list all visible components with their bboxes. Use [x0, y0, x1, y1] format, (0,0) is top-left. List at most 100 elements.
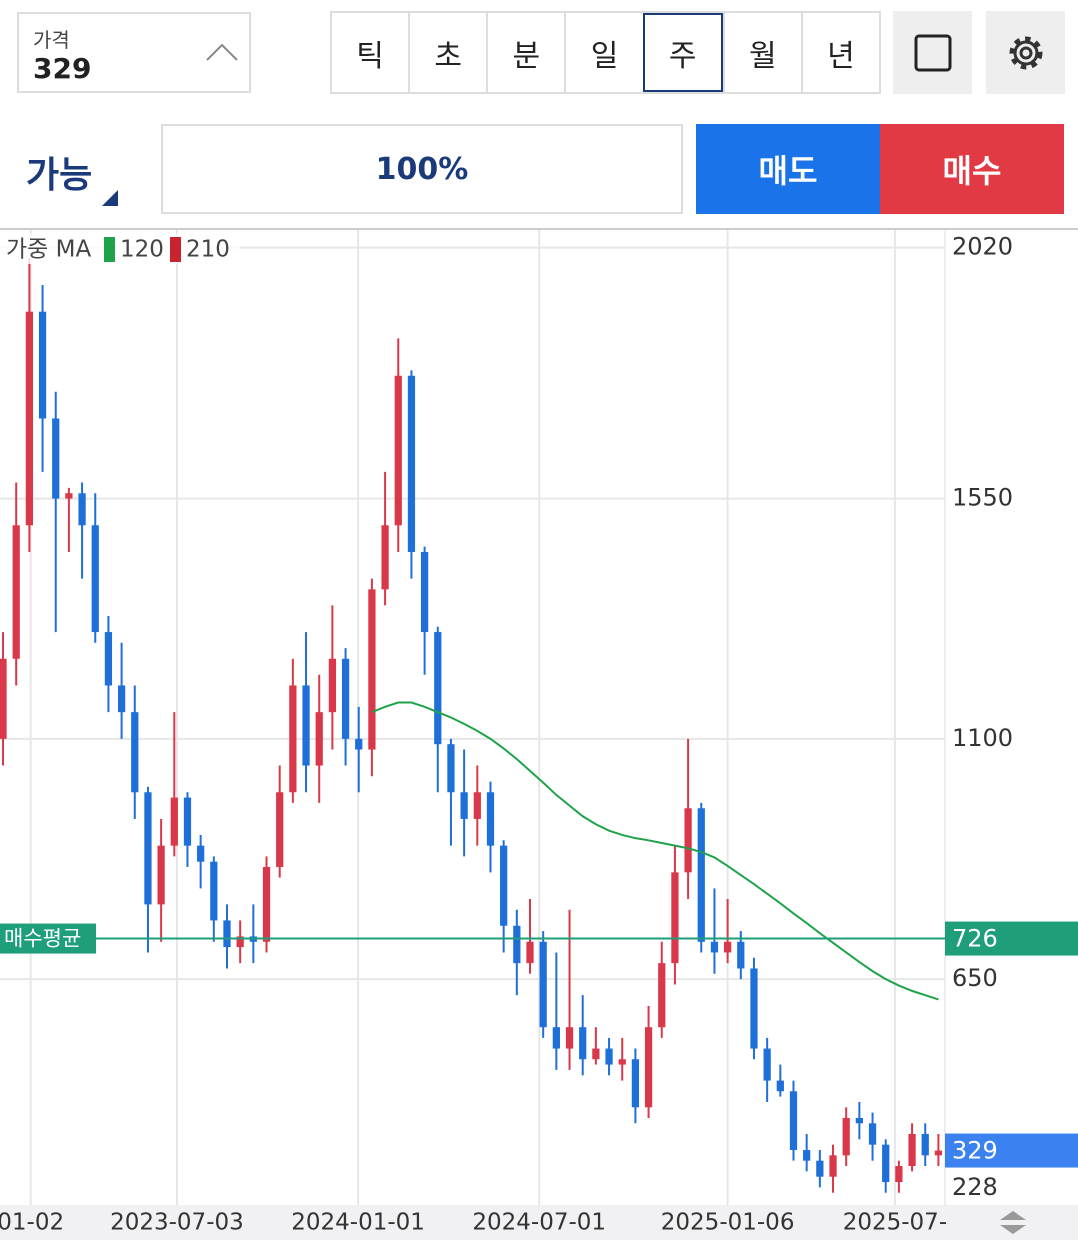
candle-body	[117, 685, 126, 713]
price-line-tag	[0, 923, 96, 954]
scroll-handle	[1000, 1225, 1026, 1234]
mode-triangle	[102, 190, 118, 206]
period-tab[interactable]: 년	[800, 13, 879, 92]
candle-body	[91, 525, 99, 633]
candle-body	[197, 845, 205, 862]
price-line-label: 매수평균	[4, 927, 81, 951]
last-price-tag	[945, 1133, 1078, 1168]
y-tick-label: 2020	[952, 233, 1013, 261]
legend-title: 가중 MA	[6, 237, 91, 263]
candle-body	[434, 632, 442, 745]
candle-body	[0, 658, 7, 739]
candle-body	[420, 551, 429, 633]
candle-body	[289, 685, 297, 793]
candle-body	[789, 1091, 798, 1151]
candle-body	[763, 1048, 771, 1081]
period-tab[interactable]: 일	[564, 13, 642, 92]
candle-body	[842, 1117, 850, 1156]
candle-body	[921, 1133, 929, 1156]
candle-body	[12, 525, 20, 659]
candle-body	[355, 738, 363, 750]
candle-body	[552, 1027, 560, 1049]
x-tick-label: 2025-01-06	[661, 1210, 795, 1236]
candle-body	[697, 808, 705, 942]
candle-body	[131, 712, 139, 793]
y-tick-label: 1100	[952, 724, 1013, 752]
candle-body	[776, 1080, 784, 1092]
price-line-axis-tag	[945, 921, 1078, 956]
candle-body	[65, 493, 73, 499]
candle-body	[565, 1027, 574, 1049]
price-line-value: 726	[952, 925, 998, 953]
candle-body	[618, 1059, 626, 1065]
x-tick-label: 2023-07-03	[110, 1210, 244, 1236]
y-tick-label: 1550	[952, 484, 1013, 512]
candle-body	[513, 925, 521, 964]
y-tick-label: 650	[952, 964, 998, 992]
candle-body	[486, 792, 495, 846]
candle-body	[684, 808, 692, 873]
candle-body	[315, 712, 323, 766]
sell-button[interactable]: 매도	[696, 124, 880, 214]
candle-body	[368, 589, 376, 750]
candle-body	[631, 1059, 640, 1108]
candle-body	[737, 941, 745, 969]
period-tab[interactable]: 틱	[356, 38, 384, 74]
legend-label: 120	[120, 237, 164, 263]
x-tick-label: 2024-07-01	[472, 1210, 606, 1236]
candle-body	[262, 867, 271, 942]
price-label: 가격	[33, 28, 70, 52]
low-price-label: 228	[952, 1173, 998, 1201]
period-tab[interactable]: 분	[486, 13, 564, 92]
candle-body	[38, 311, 47, 419]
separator	[0, 228, 1078, 230]
candle-body	[460, 792, 468, 819]
candle-body	[302, 685, 310, 766]
legend-swatch	[104, 237, 115, 262]
candle-body	[276, 792, 284, 868]
price-value: 329	[33, 52, 92, 85]
period-tab[interactable]: 초	[408, 13, 486, 92]
candle-body	[710, 941, 719, 953]
candle-body	[78, 493, 86, 526]
candle-body	[52, 418, 60, 499]
candle-body	[381, 525, 389, 590]
candle-body	[473, 792, 481, 819]
candle-body	[539, 941, 547, 1028]
candle-body	[895, 1166, 903, 1183]
candle-body	[829, 1155, 837, 1177]
candle-body	[592, 1048, 600, 1060]
buy-button[interactable]: 매수	[880, 124, 1064, 214]
candle-body	[855, 1117, 863, 1124]
ratio-box[interactable]: 100%	[161, 124, 683, 214]
scroll-handle	[1000, 1211, 1026, 1220]
x-tick-label: 01-02	[0, 1210, 64, 1236]
x-tick-label: 2025-07-	[843, 1210, 947, 1236]
candle-body	[750, 968, 758, 1049]
candle-body	[25, 311, 34, 526]
candle-body	[816, 1160, 824, 1177]
mode-label[interactable]: 가능	[26, 155, 93, 196]
settings-button[interactable]	[986, 11, 1065, 94]
candle-body	[934, 1150, 943, 1156]
chevron	[206, 43, 238, 61]
candle-body	[908, 1133, 916, 1167]
candle-body	[526, 941, 534, 964]
fullscreen-button[interactable]	[893, 11, 972, 94]
candle-body	[447, 744, 455, 793]
x-axis-band	[0, 1205, 1078, 1240]
gear-icon	[1009, 36, 1042, 69]
candle-body	[407, 375, 416, 552]
ma-line	[371, 701, 939, 1001]
candle-body	[671, 872, 679, 964]
price-box[interactable]: 가격 329	[17, 12, 251, 93]
last-price-label: 329	[952, 1137, 998, 1165]
candle-body	[723, 941, 732, 953]
candle-body	[605, 1048, 613, 1065]
candle-body	[183, 797, 192, 846]
period-tab[interactable]: 월	[722, 13, 801, 92]
candle-body	[157, 845, 165, 905]
period-tab[interactable]: 주	[642, 13, 723, 92]
